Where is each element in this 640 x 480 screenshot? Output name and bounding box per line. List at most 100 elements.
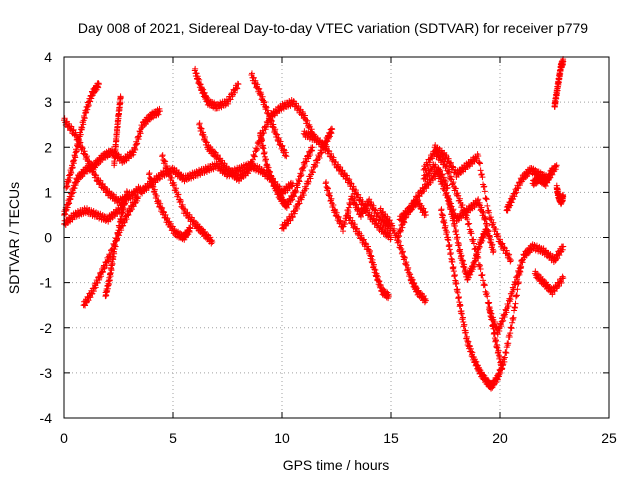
data-point-marker (385, 293, 392, 300)
data-point-marker (341, 220, 348, 227)
data-point-marker (377, 205, 384, 212)
data-point-marker (68, 123, 75, 130)
data-point-marker (326, 192, 333, 199)
data-point-marker (447, 250, 454, 257)
data-point-marker (447, 159, 454, 166)
data-point-marker (401, 255, 408, 262)
data-point-marker (443, 163, 450, 170)
data-point-marker (134, 140, 141, 147)
data-point-marker (94, 279, 101, 286)
data-point-marker (452, 185, 459, 192)
data-point-marker (447, 173, 454, 180)
data-point-marker (83, 154, 90, 161)
data-point-marker (343, 172, 350, 179)
data-point-marker (394, 239, 401, 246)
data-point-marker (253, 147, 260, 154)
data-point-marker (61, 115, 68, 122)
data-point-marker (470, 240, 477, 247)
data-point-marker (177, 198, 184, 205)
data-point-marker (507, 296, 514, 303)
data-point-marker (159, 152, 166, 159)
data-point-marker (86, 158, 93, 165)
data-point-marker (460, 209, 467, 216)
data-point-marker (214, 152, 221, 159)
grid-lines (64, 57, 609, 418)
data-point-marker (97, 177, 104, 184)
data-point-marker (156, 108, 163, 115)
data-point-marker (480, 183, 487, 190)
data-point-marker (115, 232, 122, 239)
data-point-marker (182, 206, 189, 213)
data-point-marker (560, 58, 567, 65)
data-point-marker (512, 279, 519, 286)
data-point-marker (354, 225, 361, 232)
data-point-marker (481, 183, 488, 190)
data-point-marker (483, 290, 490, 297)
data-point-marker (116, 208, 123, 215)
data-point-marker (457, 195, 464, 202)
data-point-marker (450, 215, 457, 222)
data-point-marker (470, 236, 477, 243)
data-point-marker (315, 153, 322, 160)
data-point-marker (254, 145, 261, 152)
x-tick-label: 25 (601, 430, 617, 446)
data-point-marker (480, 209, 487, 216)
x-tick-label: 20 (492, 430, 508, 446)
data-point-marker (73, 147, 80, 154)
data-point-marker (449, 180, 456, 187)
data-point-marker (305, 124, 312, 131)
data-point-marker (482, 288, 489, 295)
data-point-marker (159, 153, 166, 160)
data-points (61, 56, 567, 392)
data-point-marker (501, 244, 508, 251)
data-point-marker (276, 183, 283, 190)
data-point-marker (227, 96, 234, 103)
data-point-marker (368, 253, 375, 260)
x-tick-label: 10 (274, 430, 290, 446)
data-point-marker (478, 272, 485, 279)
data-point-marker (450, 179, 457, 186)
data-point-marker (508, 325, 515, 332)
data-point-marker (163, 162, 170, 169)
data-point-marker (512, 300, 519, 307)
data-point-marker (67, 195, 74, 202)
data-point-marker (294, 205, 301, 212)
data-point-marker (510, 286, 517, 293)
data-point-marker (69, 164, 76, 171)
data-point-marker (437, 173, 444, 180)
data-point-marker (449, 163, 456, 170)
data-point-marker (289, 213, 296, 220)
data-point-marker (429, 177, 436, 184)
data-point-marker (352, 187, 359, 194)
data-point-marker (441, 219, 448, 226)
data-point-marker (455, 192, 462, 199)
data-point-marker (300, 192, 307, 199)
data-point-marker (251, 153, 258, 160)
data-point-marker (555, 283, 562, 290)
data-point-marker (70, 126, 77, 133)
data-point-marker (557, 278, 564, 285)
data-point-marker (171, 181, 178, 188)
data-point-marker (313, 157, 320, 164)
y-tick-label: 0 (44, 230, 52, 246)
y-tick-label: 1 (44, 184, 52, 200)
data-point-marker (451, 271, 458, 278)
data-point-marker (175, 191, 182, 198)
chart-title: Day 008 of 2021, Sidereal Day-to-day VTE… (78, 20, 588, 36)
y-tick-label: -3 (40, 365, 53, 381)
data-point-marker (106, 277, 113, 284)
data-point-marker (481, 281, 488, 288)
data-point-marker (486, 233, 493, 240)
data-point-marker (459, 258, 466, 265)
data-point-marker (475, 152, 482, 159)
data-point-marker (337, 164, 344, 171)
data-point-marker (453, 280, 460, 287)
y-tick-label: -4 (40, 410, 53, 426)
data-point-marker (391, 225, 398, 232)
data-point-marker (439, 180, 446, 187)
data-point-marker (507, 330, 514, 337)
data-point-marker (501, 354, 508, 361)
data-point-marker (485, 227, 492, 234)
data-point-marker (372, 267, 379, 274)
